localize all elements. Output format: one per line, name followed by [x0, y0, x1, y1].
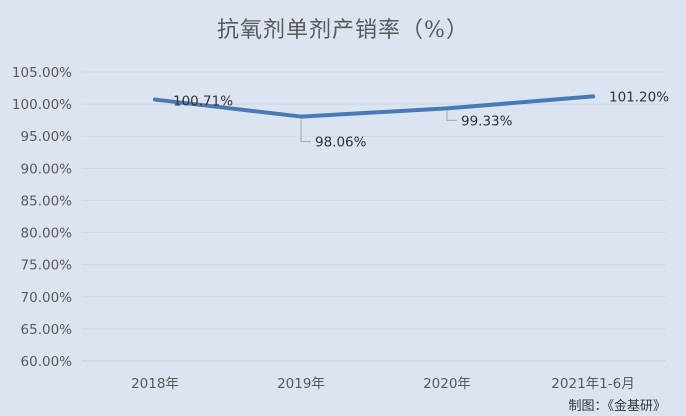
data-point: [591, 94, 595, 99]
series-group: [153, 94, 595, 119]
y-tick-label: 70.00%: [21, 290, 73, 306]
data-label: 100.71%: [173, 94, 233, 110]
y-tick-label: 85.00%: [21, 193, 73, 209]
label-leader: [446, 111, 457, 121]
data-label: 99.33%: [461, 113, 513, 129]
x-tick-label: 2018年: [131, 376, 179, 392]
y-tick-label: 95.00%: [21, 129, 73, 145]
data-point: [445, 106, 449, 111]
y-tick-label: 80.00%: [21, 226, 73, 242]
data-label: 101.20%: [609, 89, 669, 105]
y-tick-label: 65.00%: [21, 322, 73, 338]
x-tick-label: 2020年: [423, 376, 471, 392]
x-tick-label: 2019年: [277, 376, 325, 392]
data-labels: 100.71% 98.06% 99.33% 101.20%: [173, 89, 669, 150]
y-tick-label: 60.00%: [21, 354, 73, 370]
y-tick-label: 75.00%: [21, 258, 73, 274]
gridlines: [82, 71, 666, 362]
source-credit: 制图：《金基研》: [568, 398, 666, 414]
y-tick-label: 90.00%: [21, 161, 73, 177]
chart-title: 抗氧剂单剂产销率（%）: [217, 18, 469, 43]
y-tick-label: 100.00%: [12, 97, 72, 113]
y-axis: 60.00% 65.00% 70.00% 75.00% 80.00% 85.00% 90.0…: [12, 65, 72, 370]
data-label: 98.06%: [315, 135, 367, 151]
x-axis: 2018年 2019年 2020年 2021年1-6月: [131, 376, 635, 392]
y-tick-label: 105.00%: [12, 65, 72, 81]
data-point: [153, 97, 157, 102]
label-leader: [300, 119, 311, 143]
data-point: [299, 114, 303, 119]
series-line: [153, 94, 595, 119]
x-tick-label: 2021年1-6月: [551, 376, 634, 392]
